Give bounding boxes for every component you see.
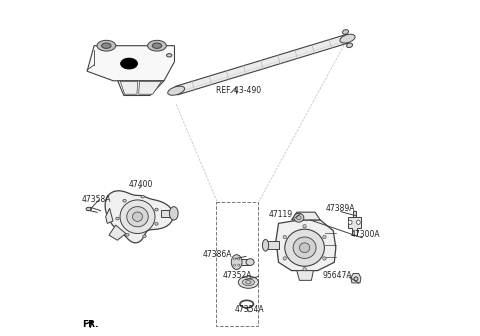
Ellipse shape bbox=[152, 43, 162, 48]
Ellipse shape bbox=[116, 217, 119, 220]
Polygon shape bbox=[87, 46, 175, 81]
Ellipse shape bbox=[297, 216, 301, 220]
Text: 47386A: 47386A bbox=[203, 250, 233, 259]
Ellipse shape bbox=[127, 207, 148, 227]
Ellipse shape bbox=[169, 207, 178, 220]
Ellipse shape bbox=[348, 220, 352, 224]
Ellipse shape bbox=[123, 200, 126, 202]
Polygon shape bbox=[291, 212, 320, 220]
Ellipse shape bbox=[323, 257, 326, 260]
Bar bbox=[161, 210, 174, 217]
Polygon shape bbox=[139, 81, 161, 94]
Ellipse shape bbox=[120, 200, 155, 234]
Ellipse shape bbox=[354, 277, 358, 281]
Ellipse shape bbox=[238, 264, 240, 266]
Text: FR.: FR. bbox=[82, 320, 98, 329]
Ellipse shape bbox=[141, 195, 144, 198]
Ellipse shape bbox=[143, 235, 146, 238]
Text: 47389A: 47389A bbox=[326, 205, 356, 213]
Ellipse shape bbox=[246, 281, 251, 284]
Ellipse shape bbox=[233, 264, 236, 266]
Ellipse shape bbox=[300, 243, 310, 253]
Polygon shape bbox=[120, 81, 138, 94]
Ellipse shape bbox=[167, 53, 172, 57]
Ellipse shape bbox=[283, 257, 287, 260]
Ellipse shape bbox=[303, 224, 306, 228]
Ellipse shape bbox=[323, 235, 326, 239]
Text: 47119: 47119 bbox=[269, 210, 293, 218]
Ellipse shape bbox=[126, 234, 129, 236]
Bar bbox=[265, 241, 278, 249]
Bar bbox=[353, 211, 356, 218]
Polygon shape bbox=[105, 191, 173, 243]
Text: 47352A: 47352A bbox=[222, 271, 252, 280]
Ellipse shape bbox=[155, 208, 158, 211]
Ellipse shape bbox=[293, 237, 316, 258]
Ellipse shape bbox=[120, 58, 137, 69]
Ellipse shape bbox=[132, 212, 143, 221]
Polygon shape bbox=[106, 208, 113, 223]
Text: 47300A: 47300A bbox=[350, 230, 380, 239]
Ellipse shape bbox=[148, 40, 167, 51]
Ellipse shape bbox=[86, 207, 92, 211]
Ellipse shape bbox=[238, 258, 240, 260]
Text: 47354A: 47354A bbox=[234, 305, 264, 313]
Ellipse shape bbox=[303, 267, 306, 271]
Bar bbox=[216, 202, 258, 326]
Polygon shape bbox=[118, 81, 164, 95]
Polygon shape bbox=[109, 225, 126, 240]
Polygon shape bbox=[297, 270, 313, 280]
Polygon shape bbox=[276, 220, 336, 270]
Polygon shape bbox=[351, 274, 361, 283]
Ellipse shape bbox=[246, 259, 254, 265]
Ellipse shape bbox=[155, 222, 158, 225]
Text: 47400: 47400 bbox=[129, 180, 153, 188]
Ellipse shape bbox=[347, 43, 352, 48]
Ellipse shape bbox=[168, 86, 185, 95]
Ellipse shape bbox=[285, 229, 324, 266]
Text: 95647A: 95647A bbox=[323, 271, 352, 280]
Bar bbox=[237, 259, 250, 265]
Ellipse shape bbox=[97, 40, 116, 51]
Polygon shape bbox=[175, 35, 349, 95]
Ellipse shape bbox=[357, 220, 360, 224]
Text: REF. 43-490: REF. 43-490 bbox=[216, 86, 262, 94]
Ellipse shape bbox=[283, 235, 287, 239]
Ellipse shape bbox=[233, 258, 236, 260]
Ellipse shape bbox=[239, 276, 258, 288]
Ellipse shape bbox=[231, 255, 242, 269]
Ellipse shape bbox=[102, 43, 111, 48]
Ellipse shape bbox=[343, 30, 348, 34]
Ellipse shape bbox=[242, 279, 254, 286]
Text: 47358A: 47358A bbox=[82, 196, 111, 204]
Ellipse shape bbox=[294, 213, 304, 222]
Ellipse shape bbox=[340, 34, 355, 43]
Polygon shape bbox=[348, 217, 360, 235]
Ellipse shape bbox=[263, 240, 269, 251]
